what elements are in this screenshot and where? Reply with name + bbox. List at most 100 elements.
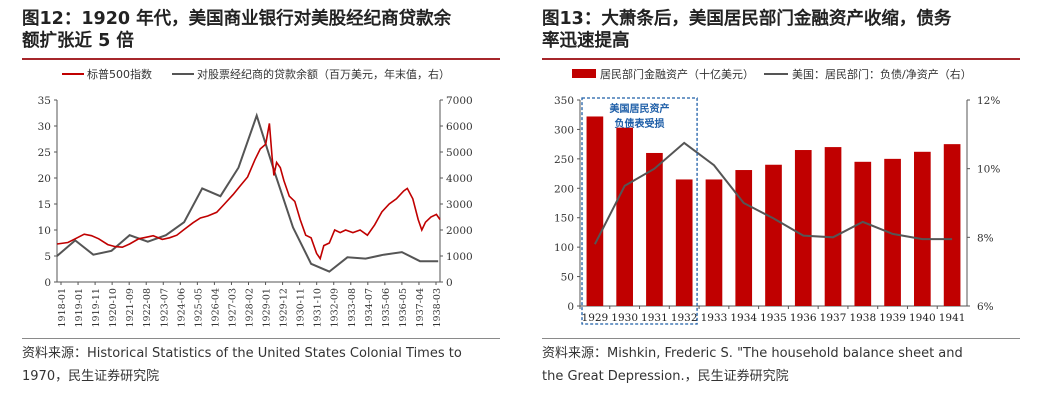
bar [884,158,901,306]
bar [765,164,782,306]
x-tick-label: 1926-04 [210,288,221,327]
right-title-rule [542,58,1020,60]
right-source-note: 资料来源：Mishkin, Frederic S. "The household… [542,342,1020,388]
bar [914,151,931,306]
x-tick-label: 1924-06 [176,288,187,327]
x-tick-label: 1932-09 [330,288,341,327]
left-source-note: 资料来源：Historical Statistics of the United… [22,342,500,388]
x-tick-label: 1918-01 [57,288,68,327]
annotation-box [581,97,698,325]
left-source-line-1: 资料来源：Historical Statistics of the United… [22,346,462,361]
x-tick-label: 1936 [790,312,817,324]
x-tick-label: 1938 [849,312,876,324]
right-y-tick-label: 0 [446,277,453,289]
series-line-broker-loans [56,112,439,273]
bar [735,170,753,306]
x-tick-label: 1940 [909,312,936,324]
x-tick-label: 1931-10 [313,288,324,327]
x-tick-label: 1929 [582,312,609,324]
right-y-tick-label: 7000 [446,95,473,107]
right-y-tick-label: 6% [977,301,994,313]
bar [943,144,961,306]
left-y-tick-label: 50 [561,272,574,284]
right-y-tick-label: 4000 [446,173,473,185]
right-figure-title: 图13：大萧条后，美国居民部门金融资产收缩，债务 率迅速提高 [542,8,1032,52]
bar [794,150,812,306]
left-y-tick-label: 5 [44,251,51,263]
right-y-tick-label: 12% [977,95,1000,107]
x-tick-label: 1941 [939,312,966,324]
right-y-tick-label: 5000 [446,147,473,159]
left-y-tick-label: 0 [44,277,51,289]
left-y-tick-label: 350 [554,95,574,107]
x-tick-label: 1938-03 [432,288,443,327]
x-tick-label: 1931 [641,312,668,324]
x-tick-label: 1923-07 [159,288,170,327]
x-tick-label: 1919-11 [91,288,102,327]
left-y-tick-label: 20 [38,173,51,185]
bar [854,161,872,306]
left-y-tick-label: 10 [38,225,51,237]
bar [675,179,693,306]
series-line-sp500 [56,123,441,261]
x-tick-label: 1937-04 [415,288,426,327]
legend-label-sp500: 标普500指数 [87,67,152,81]
right-y-tick-label: 2000 [446,225,473,237]
bar [705,179,723,306]
left-y-tick-label: 100 [554,242,574,254]
left-title-rule [22,58,500,60]
x-tick-label: 1930 [611,312,638,324]
annotation-label-line-2: 负债表受损 [615,117,665,130]
x-tick-label: 1935 [760,312,787,324]
x-tick-label: 1935-06 [381,288,392,327]
right-y-tick-label: 10% [977,164,1000,176]
left-y-tick-label: 150 [554,213,574,225]
right-y-tick-label: 6000 [446,121,473,133]
right-source-line-1: 资料来源：Mishkin, Frederic S. "The household… [542,346,963,361]
left-title-line-1: 图12：1920 年代，美国商业银行对美股经纪商贷款余 [22,9,452,29]
left-y-tick-label: 300 [554,124,574,136]
x-tick-label: 1922-08 [142,288,153,327]
x-tick-label: 1927-03 [227,288,238,327]
x-tick-label: 1929-12 [279,288,290,327]
right-y-tick-label: 1000 [446,251,473,263]
left-y-tick-label: 0 [567,301,574,313]
x-tick-label: 1920-10 [108,288,119,327]
right-y-tick-label: 3000 [446,199,473,211]
right-chart: 居民部门金融资产（十亿美元） 美国：居民部门：负债/净资产（右） 0 50 100 150… [554,67,1000,325]
right-y-tick-label: 8% [977,232,994,244]
x-tick-label: 1933-08 [347,288,358,327]
left-y-tick-label: 15 [38,199,51,211]
left-source-line-2: 1970，民生证券研究院 [22,369,160,384]
left-figure-title: 图12：1920 年代，美国商业银行对美股经纪商贷款余 额扩张近 5 倍 [22,8,512,52]
x-tick-label: 1934 [730,312,757,324]
x-tick-label: 1925-05 [193,288,204,327]
left-y-tick-label: 30 [38,121,51,133]
x-tick-label: 1939 [879,312,906,324]
left-figure-panel: 图12：1920 年代，美国商业银行对美股经纪商贷款余 额扩张近 5 倍 标普5… [22,0,522,400]
x-tick-label: 1929-01 [262,288,273,327]
x-tick-label: 1919-01 [74,288,85,327]
right-figure-panel: 图13：大萧条后，美国居民部门金融资产收缩，债务 率迅速提高 居民部门金融资产（… [542,0,1042,400]
legend-swatch-household-assets [572,69,596,78]
legend-label-household-assets: 居民部门金融资产（十亿美元） [600,67,754,81]
x-tick-label: 1932 [671,312,698,324]
legend-label-debt-ratio: 美国：居民部门：负债/净资产（右） [792,67,972,81]
left-source-rule [22,338,500,339]
x-tick-label: 1928-02 [245,288,256,327]
x-tick-label: 1937 [820,312,847,324]
bar [616,127,633,306]
bar [824,147,842,306]
right-title-line-1: 图13：大萧条后，美国居民部门金融资产收缩，债务 [542,9,952,29]
right-source-rule [542,338,1020,339]
legend-label-broker-loans: 对股票经纪商的贷款余额（百万美元，年末值，右） [197,67,450,81]
bar [586,116,604,306]
right-title-line-2: 率迅速提高 [542,31,630,51]
left-chart: 标普500指数 对股票经纪商的贷款余额（百万美元，年末值，右） 0 5 10 15 20 25… [38,67,473,327]
left-y-tick-label: 35 [38,95,51,107]
right-source-line-2: the Great Depression.，民生证券研究院 [542,369,789,384]
left-y-tick-label: 200 [554,183,574,195]
x-tick-label: 1930-11 [296,288,307,327]
x-tick-label: 1936-05 [398,288,409,327]
left-y-tick-label: 25 [38,147,51,159]
